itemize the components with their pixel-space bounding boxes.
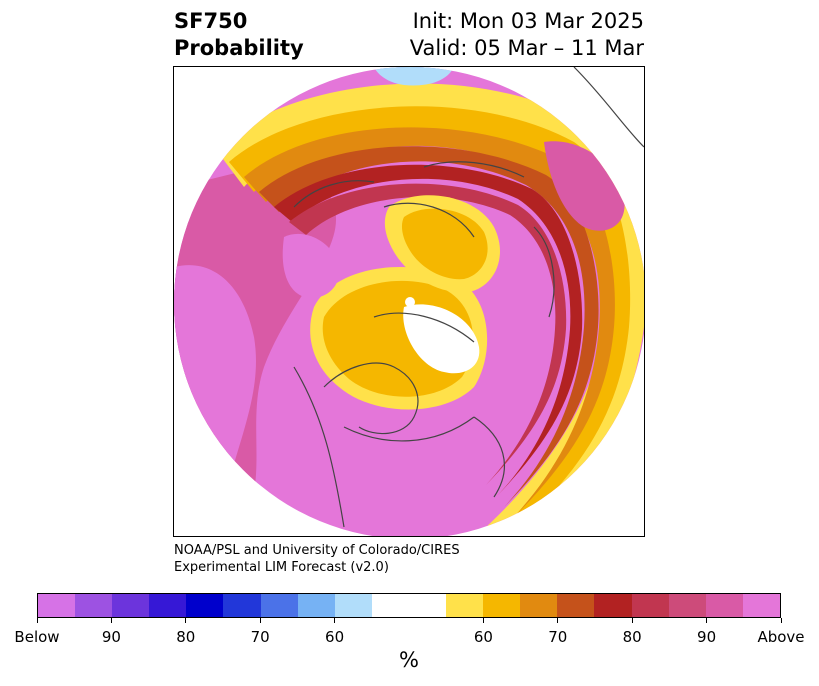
colorbar-swatch bbox=[594, 594, 632, 617]
colorbar-swatch bbox=[705, 594, 743, 617]
colorbar-swatch bbox=[112, 594, 150, 617]
colorbar-tick-label: 60 bbox=[325, 628, 345, 646]
colorbar-tick-mark bbox=[334, 618, 336, 623]
colorbar-tick-label: 80 bbox=[176, 628, 196, 646]
colorbar-tick-label: 60 bbox=[473, 628, 493, 646]
colorbar-tick-label: 90 bbox=[101, 628, 121, 646]
arc-gold bbox=[229, 106, 631, 536]
colorbar-swatch bbox=[149, 594, 187, 617]
colorbar-tick-label: 80 bbox=[622, 628, 642, 646]
colorbar-tick-mark bbox=[557, 618, 559, 623]
colorbar-tick-mark bbox=[36, 618, 38, 623]
colorbar-swatch bbox=[557, 594, 595, 617]
colorbar-swatch bbox=[223, 594, 261, 617]
colorbar-tick-mark bbox=[780, 618, 782, 623]
colorbar-swatch bbox=[668, 594, 706, 617]
variable-name: SF750 bbox=[174, 9, 248, 33]
colorbar-swatch bbox=[446, 594, 484, 617]
polar-map bbox=[173, 66, 645, 537]
colorbar-swatch bbox=[483, 594, 521, 617]
colorbar-swatch bbox=[186, 594, 224, 617]
coastlines bbox=[293, 67, 644, 528]
colorbar-tick-label: Below bbox=[14, 628, 60, 646]
arc-redorange bbox=[259, 146, 599, 508]
colorbar-units: % bbox=[399, 648, 419, 672]
colorbar-swatch bbox=[75, 594, 113, 617]
colorbar-tick-mark bbox=[631, 618, 633, 623]
colorbar-tick-label: Above bbox=[757, 628, 805, 646]
colorbar-tick-mark bbox=[706, 618, 708, 623]
core-white bbox=[403, 304, 480, 374]
colorbar-swatch bbox=[631, 594, 669, 617]
colorbar-tick-label: 90 bbox=[697, 628, 717, 646]
product-name: Probability bbox=[174, 36, 304, 60]
arc-orange bbox=[244, 127, 615, 517]
colorbar-tick-mark bbox=[482, 618, 484, 623]
init-date: Init: Mon 03 Mar 2025 bbox=[412, 9, 644, 33]
colorbar-tick-label: 70 bbox=[548, 628, 568, 646]
eurasia-gold bbox=[401, 208, 488, 280]
pole-dot bbox=[405, 297, 415, 307]
credit-text: NOAA/PSL and University of Colorado/CIRE… bbox=[174, 542, 460, 576]
valid-range: Valid: 05 Mar – 11 Mar bbox=[409, 36, 644, 60]
below-patch-light bbox=[374, 67, 454, 86]
colorbar-swatch bbox=[520, 594, 558, 617]
arc-yellow-outer bbox=[214, 83, 644, 536]
credit-line-1: NOAA/PSL and University of Colorado/CIRE… bbox=[174, 543, 460, 558]
colorbar-tick-mark bbox=[259, 618, 261, 623]
colorbar-swatch bbox=[334, 594, 372, 617]
high-asia bbox=[282, 233, 340, 298]
colorbar-tick-mark bbox=[185, 618, 187, 623]
title-left: SF750 Probability bbox=[174, 8, 304, 62]
colorbar-tick-mark bbox=[110, 618, 112, 623]
colorbar-swatch bbox=[38, 594, 76, 617]
colorbar-swatch bbox=[260, 594, 298, 617]
colorbar-swatch bbox=[371, 594, 447, 617]
colorbar bbox=[37, 593, 781, 618]
credit-line-2: Experimental LIM Forecast (v2.0) bbox=[174, 560, 389, 575]
colorbar-swatch bbox=[742, 594, 780, 617]
colorbar-tick-label: 70 bbox=[250, 628, 270, 646]
arc-crimson bbox=[289, 183, 567, 485]
colorbar-swatch bbox=[297, 594, 335, 617]
title-right: Init: Mon 03 Mar 2025 Valid: 05 Mar – 11… bbox=[410, 8, 644, 62]
band-above-pacific bbox=[174, 265, 256, 536]
probability-field bbox=[174, 67, 644, 536]
